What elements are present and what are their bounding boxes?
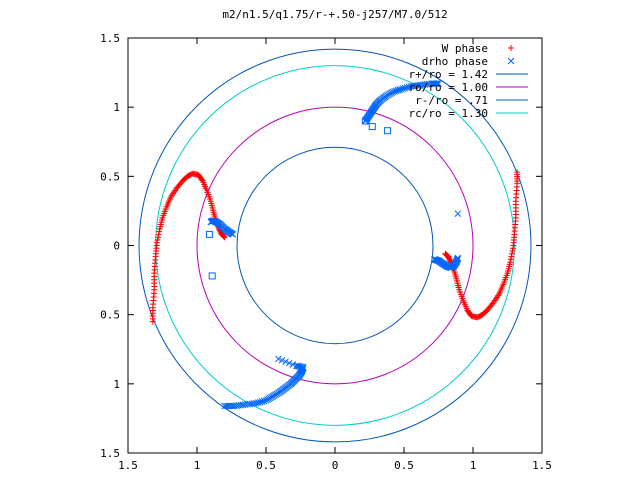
drho-outlier-point [361,117,369,125]
drho-outlier-point [383,127,391,135]
x-tick-label: 0.5 [256,459,276,472]
w-phase-point [442,250,449,257]
w-phase-point [465,308,472,315]
legend-label: drho phase [422,55,488,68]
circle-0 [138,48,532,443]
y-tick-label: 0.5 [100,309,120,322]
w-phase-point [154,236,161,243]
drho-outlier-point [368,123,376,131]
y-tick-label: 1.5 [100,447,120,460]
legend-label: rc/ro = 1.30 [409,107,488,120]
legend-label: ro/ro = 1.00 [409,81,488,94]
drho-phase-point [254,399,262,407]
y-tick-label: 1 [113,101,120,114]
drho-phase-point [252,399,260,407]
drho-phase-point [285,359,293,367]
x-tick-label: 0 [332,459,339,472]
legend-swatch [507,57,515,65]
drho-phase-point [401,84,409,92]
w-phase-point [155,231,162,238]
circle-1 [196,106,474,385]
x-tick-label: 1.5 [532,459,552,472]
w-phase-point [442,251,449,258]
w-phase-point [153,239,160,246]
drho-phase-point [258,398,266,405]
drho-phase-point [432,80,440,88]
drho-phase-point [399,85,407,92]
drho-phase-point [289,361,297,368]
w-phase-point [510,245,517,252]
w-phase-point [509,248,516,255]
w-phase-point [508,250,515,257]
y-tick-label: 0.5 [100,170,120,183]
w-phase-point [443,251,450,258]
w-phase-point [198,176,205,183]
drho-phase-point [454,210,462,218]
w-phase-point [221,233,228,240]
w-phase-point [155,234,162,241]
y-tick-label: 1.5 [100,32,120,45]
legend-label: W phase [442,42,488,55]
w-phase-point [508,253,515,260]
circle-2 [236,146,434,345]
drho-outlier-point [205,230,213,238]
drho-phase-point [294,362,302,370]
y-tick-label: 1 [113,378,120,391]
x-tick-label: 0.5 [394,459,414,472]
drho-phase-point [433,80,441,88]
drho-phase-point [403,84,411,91]
chart-title: m2/n1.5/q1.75/r-+.50-j257/M7.0/512 [222,8,447,21]
w-phase-point [507,256,514,263]
drho-phase-point [293,362,300,370]
legend-label: r-/ro = .71 [415,94,488,107]
data-points [149,80,521,410]
drho-phase-point [278,356,286,364]
drho-phase-point [454,254,462,262]
w-phase-point [156,228,163,235]
legend-label: r+/ro = 1.42 [409,68,488,81]
w-phase-point [220,233,227,240]
drho-outlier-point [208,272,216,280]
drho-phase-point [275,355,282,363]
axis-ticks: 1.5 1 0.5 0 0.5 1 1.51.510.500.511.5 [100,32,552,472]
x-tick-label: 1 [470,459,477,472]
drho-phase-point [435,80,442,88]
y-tick-label: 0 [113,240,120,253]
x-tick-label: 1 [194,459,201,472]
drho-phase-point [256,398,264,406]
drho-phase-point [229,231,237,238]
drho-phase-point [397,85,405,93]
w-phase-point [221,234,228,241]
x-tick-label: 1.5 [118,459,138,472]
legend-swatch [508,45,514,51]
drho-phase-point [282,358,289,366]
